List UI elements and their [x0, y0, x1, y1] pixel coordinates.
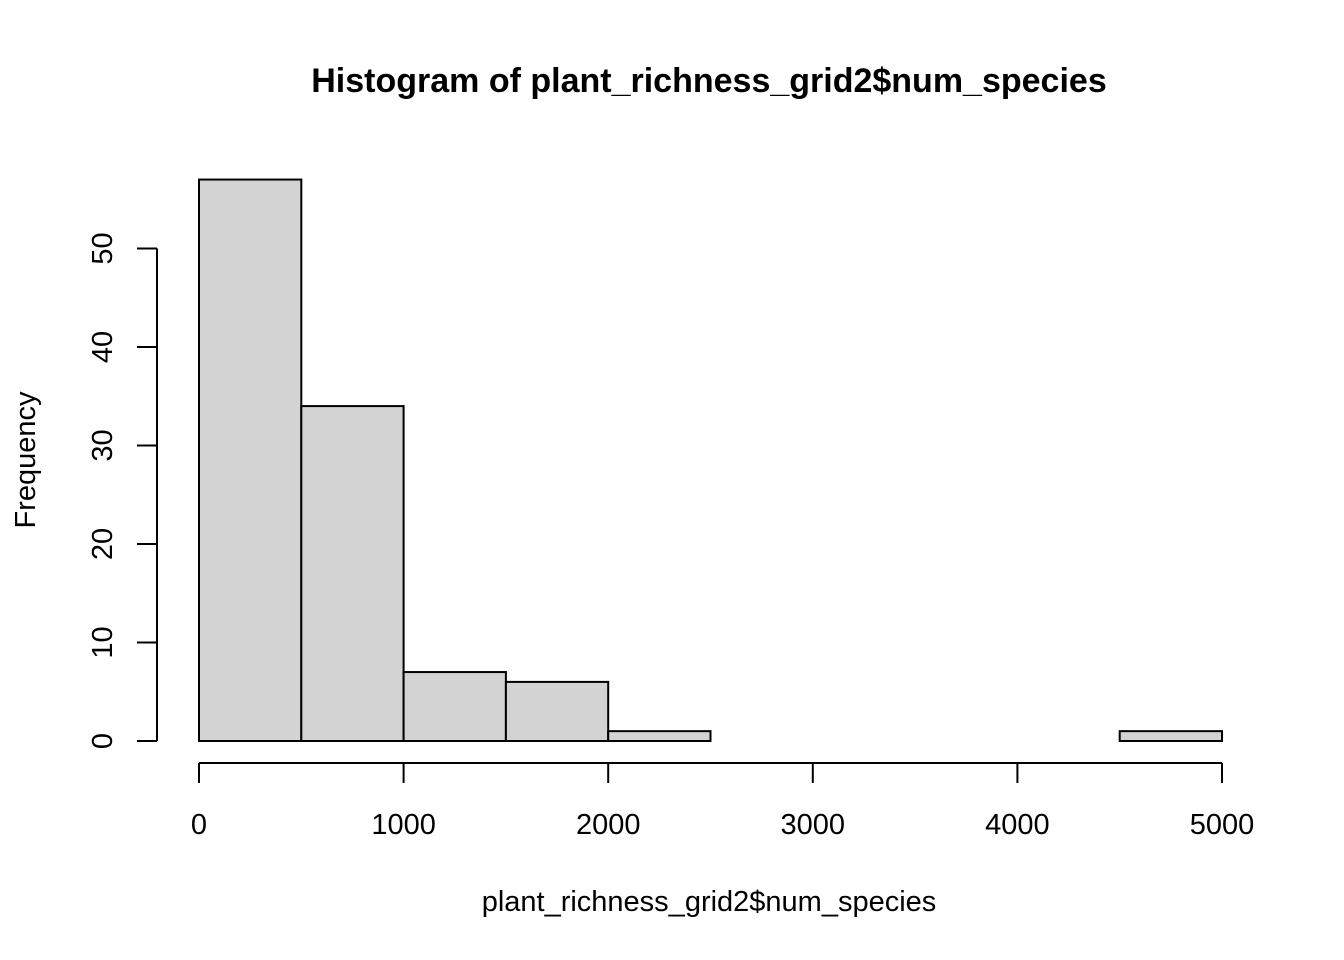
- histogram-bar-2: [402, 671, 507, 742]
- y-tick-label: 40: [87, 331, 119, 363]
- x-tick-label: 5000: [1190, 809, 1255, 841]
- x-tick-label: 3000: [781, 809, 846, 841]
- bars-layer: [198, 178, 1223, 743]
- y-tick-label: 20: [87, 528, 119, 560]
- y-tick-label: 0: [87, 733, 119, 749]
- y-tick-label: 30: [87, 429, 119, 461]
- histogram-bar-3: [504, 680, 610, 743]
- histogram-bar-4: [607, 730, 712, 743]
- x-tick-label: 1000: [371, 809, 436, 841]
- x-tick-label: 0: [191, 809, 207, 841]
- histogram-bar-0: [198, 178, 303, 743]
- histogram-bar-9: [1118, 730, 1223, 743]
- chart-title: Histogram of plant_richness_grid2$num_sp…: [311, 62, 1106, 100]
- y-axis-title: Frequency: [10, 391, 42, 529]
- histogram-bar-1: [300, 405, 405, 742]
- y-tick-label: 10: [87, 626, 119, 658]
- x-axis-title: plant_richness_grid2$num_species: [482, 886, 937, 918]
- y-tick-label: 50: [87, 232, 119, 264]
- x-tick-label: 4000: [985, 809, 1050, 841]
- y-axis: 0 10 20 30 40 50: [87, 232, 158, 749]
- x-axis: 0 1000 2000 3000 4000 5000: [191, 762, 1255, 841]
- x-tick-label: 2000: [576, 809, 641, 841]
